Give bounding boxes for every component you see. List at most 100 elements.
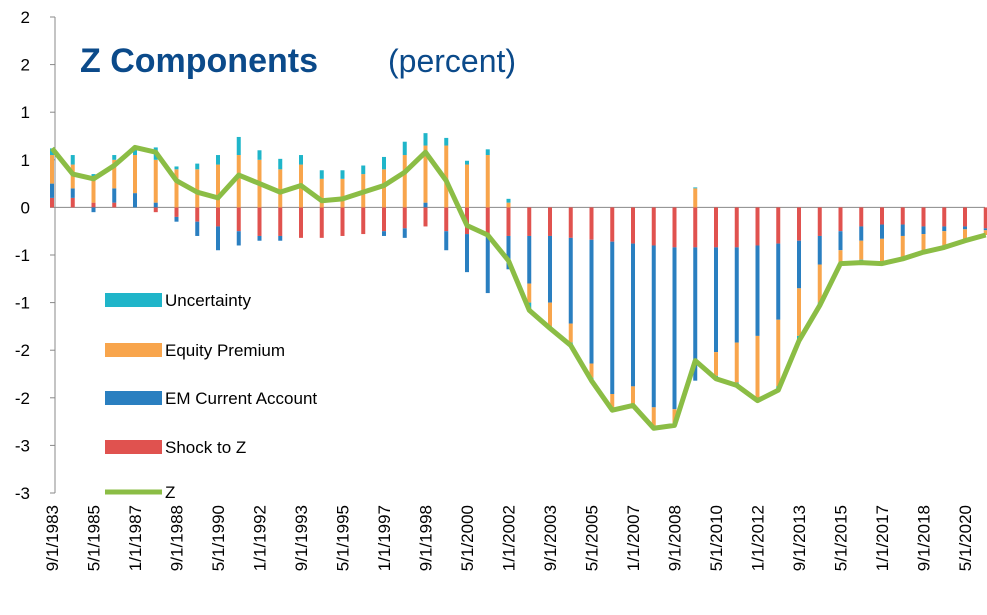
bar <box>50 183 54 198</box>
bar <box>70 197 75 208</box>
bar <box>465 160 469 165</box>
x-tick-label: 9/1/2003 <box>541 505 560 571</box>
bar <box>838 250 843 263</box>
x-tick-label: 5/1/1985 <box>85 505 104 571</box>
bar <box>921 207 926 227</box>
x-tick-label: 1/1/1997 <box>375 505 394 571</box>
bar <box>112 155 117 160</box>
bar <box>859 207 864 227</box>
y-tick-label: 2 <box>21 8 30 27</box>
legend-label: Uncertainty <box>165 291 251 310</box>
bar <box>50 155 54 184</box>
bar <box>319 178 324 208</box>
bar <box>216 155 220 165</box>
bar <box>755 245 760 336</box>
x-tick-label: 9/1/1988 <box>168 505 187 571</box>
bar <box>651 207 656 246</box>
bar <box>983 207 987 229</box>
bar <box>402 228 407 238</box>
bar <box>589 239 594 364</box>
bar <box>112 202 117 208</box>
bar <box>216 226 220 251</box>
x-tick-label: 1/1/2007 <box>624 505 643 571</box>
bar <box>942 226 947 232</box>
bar <box>485 155 490 208</box>
y-tick-label: 2 <box>21 56 30 75</box>
bar <box>423 133 428 146</box>
x-tick-label: 5/1/2000 <box>458 505 477 571</box>
bar <box>734 247 739 343</box>
bar <box>651 245 656 408</box>
bar <box>859 240 864 260</box>
bar <box>91 207 96 213</box>
bar <box>817 264 822 303</box>
bar <box>257 207 262 236</box>
legend-label: Shock to Z <box>165 438 246 457</box>
legend-label: Z <box>165 483 175 502</box>
bar <box>714 352 718 376</box>
bar <box>527 283 532 303</box>
bar <box>402 141 407 156</box>
bar <box>195 169 200 208</box>
bar <box>631 207 635 244</box>
bar <box>153 207 158 213</box>
bar <box>734 342 739 383</box>
y-tick-label: -3 <box>15 484 30 503</box>
bar <box>319 207 324 238</box>
bar <box>921 234 926 253</box>
chart-subtitle: (percent) <box>388 43 516 79</box>
bar <box>589 363 594 378</box>
bar <box>112 188 117 203</box>
bar <box>91 178 96 203</box>
bar <box>506 198 511 203</box>
bar <box>153 159 158 203</box>
bar <box>983 230 987 236</box>
bar <box>382 207 386 232</box>
bar <box>236 155 241 208</box>
bar <box>776 243 781 320</box>
bar <box>133 155 137 194</box>
bar <box>133 193 137 208</box>
x-tick-label: 5/1/2005 <box>583 505 602 571</box>
bar <box>444 231 449 251</box>
bar <box>506 202 511 208</box>
legend-swatch <box>105 440 162 454</box>
bar <box>423 145 428 203</box>
bar <box>983 228 987 231</box>
bar <box>817 235 822 265</box>
bar <box>693 188 698 208</box>
x-tick-label: 5/1/2020 <box>956 505 975 571</box>
bar <box>693 187 698 189</box>
x-tick-label: 1/1/1992 <box>251 505 270 571</box>
bar <box>216 207 220 227</box>
bar <box>880 224 884 239</box>
bar <box>693 247 698 381</box>
bar <box>900 224 905 236</box>
bar <box>299 207 303 238</box>
bar <box>319 170 324 179</box>
bar <box>465 164 469 208</box>
bar <box>776 319 781 387</box>
bar <box>610 393 615 409</box>
bar <box>631 386 635 406</box>
bar <box>91 202 96 208</box>
y-tick-label: 1 <box>21 151 30 170</box>
bar <box>963 229 967 241</box>
bar <box>942 231 947 248</box>
bar <box>693 207 698 248</box>
bar <box>589 207 594 240</box>
bar <box>216 164 220 208</box>
bar <box>610 207 615 242</box>
y-tick-label: 1 <box>21 103 30 122</box>
bar <box>340 178 345 208</box>
y-tick-label: -3 <box>15 436 30 455</box>
bar <box>174 216 179 222</box>
bar <box>70 155 75 165</box>
x-tick-label: 5/1/1990 <box>209 505 228 571</box>
bar <box>859 226 864 241</box>
y-tick-label: -1 <box>15 246 30 265</box>
bar <box>299 155 303 165</box>
y-tick-label: 0 <box>21 198 30 217</box>
bar <box>548 207 552 236</box>
bar <box>465 234 469 273</box>
